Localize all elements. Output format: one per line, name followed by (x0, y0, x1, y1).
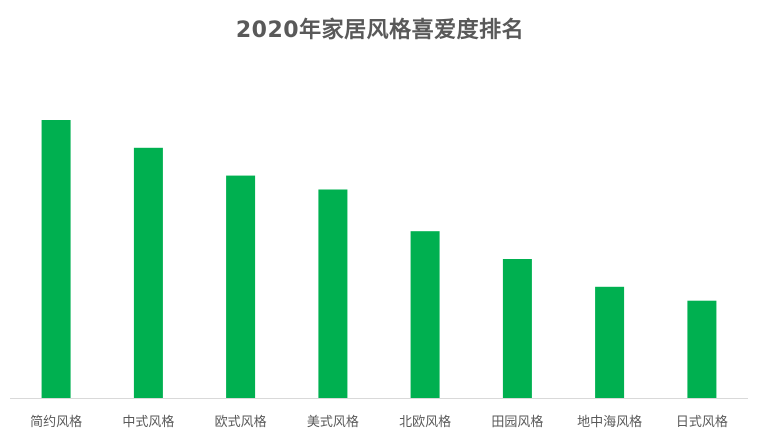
x-tick-label: 美式风格 (307, 414, 359, 430)
x-tick-label: 田园风格 (491, 414, 543, 430)
bar-2 (133, 147, 163, 398)
bar-4 (318, 189, 348, 398)
bar-3 (226, 175, 256, 398)
bar-6 (502, 259, 532, 398)
chart-title: 2020年家居风格喜爱度排名 (235, 18, 525, 43)
x-tick-label: 简约风格 (30, 414, 82, 430)
x-tick-label: 欧式风格 (215, 414, 267, 430)
bars-group (41, 120, 717, 398)
x-tick-label: 北欧风格 (399, 414, 451, 430)
x-tick-label: 地中海风格 (577, 414, 642, 430)
bar-8 (687, 300, 717, 398)
category-labels-group: 简约风格 中式风格 欧式风格 美式风格 北欧风格 田园风格 地中海风格 日式风格 (30, 414, 728, 430)
x-tick-label: 中式风格 (122, 414, 174, 430)
bar-5 (410, 231, 440, 398)
bar-7 (595, 286, 625, 398)
bar-1 (41, 120, 71, 398)
x-tick-label: 日式风格 (676, 414, 728, 430)
